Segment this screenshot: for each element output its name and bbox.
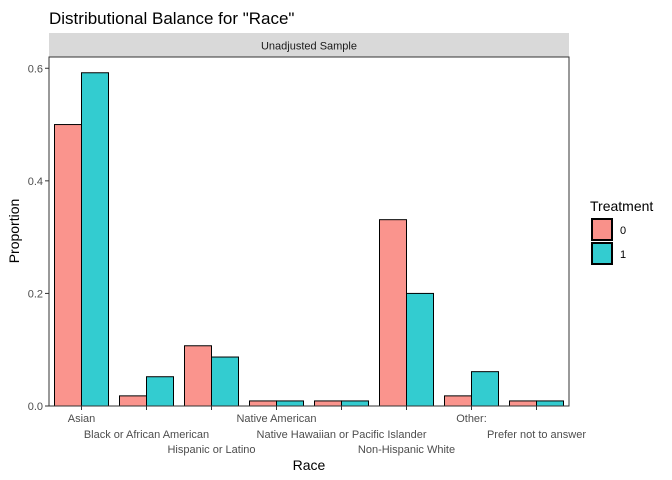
bar-asian-treatment-0 <box>54 124 82 407</box>
bar-non-hispanic-white-treatment-0 <box>379 219 407 407</box>
bar-native-hawaiian-or-pacific-islander-treatment-1 <box>341 400 369 407</box>
bar-other-treatment-0 <box>444 395 472 407</box>
y-tick-label: 0.0 <box>28 401 43 413</box>
plot-panel <box>49 57 569 406</box>
y-tick-label: 0.6 <box>28 63 43 75</box>
bars-layer <box>54 72 564 407</box>
bar-prefer-not-to-answer-treatment-0 <box>509 400 537 407</box>
legend-label-1: 1 <box>620 249 626 261</box>
y-axis: 0.0 0.2 0.4 0.6 <box>28 63 49 413</box>
bar-hispanic-or-latino-treatment-0 <box>184 345 212 407</box>
bar-other-treatment-1 <box>471 371 499 407</box>
legend-key-1 <box>591 242 613 265</box>
x-tick-label-asian: Asian <box>68 413 96 425</box>
x-tick-label-prefer-not-to-answer: Prefer not to answer <box>487 429 586 441</box>
y-axis-title: Proportion <box>6 199 22 264</box>
chart-title: Distributional Balance for "Race" <box>49 9 294 28</box>
legend: Treatment 0 1 <box>590 198 653 265</box>
x-tick-label-hispanic-or-latino: Hispanic or Latino <box>167 444 255 456</box>
bar-hispanic-or-latino-treatment-1 <box>211 356 239 407</box>
x-tick-label-black-or-african-american: Black or African American <box>84 429 209 441</box>
bar-non-hispanic-white-treatment-1 <box>406 292 434 407</box>
facet-strip <box>49 33 569 57</box>
legend-label-0: 0 <box>620 225 626 237</box>
bar-black-or-african-american-treatment-1 <box>146 376 174 407</box>
bar-native-american-treatment-0 <box>249 400 277 407</box>
x-tick-label-native-american: Native American <box>236 413 316 425</box>
bar-native-american-treatment-1 <box>276 400 304 407</box>
panel-border <box>48 56 570 407</box>
bar-asian-treatment-1 <box>81 72 109 407</box>
x-tick-label-native-hawaiian-or-pacific-islander: Native Hawaiian or Pacific Islander <box>257 429 427 441</box>
bar-prefer-not-to-answer-treatment-1 <box>536 400 564 407</box>
x-tick-label-non-hispanic-white: Non-Hispanic White <box>358 444 455 456</box>
bar-black-or-african-american-treatment-0 <box>119 395 147 407</box>
x-axis-title: Race <box>293 457 326 473</box>
x-tick-label-other: Other: <box>456 413 487 425</box>
legend-key-0 <box>591 218 613 241</box>
x-axis: Asian Black or African American Hispanic o… <box>68 406 586 456</box>
facet-label: Unadjusted Sample <box>261 41 357 53</box>
legend-title: Treatment <box>590 198 653 214</box>
bar-native-hawaiian-or-pacific-islander-treatment-0 <box>314 400 342 407</box>
y-tick-label: 0.4 <box>28 176 43 188</box>
y-tick-label: 0.2 <box>28 288 43 300</box>
